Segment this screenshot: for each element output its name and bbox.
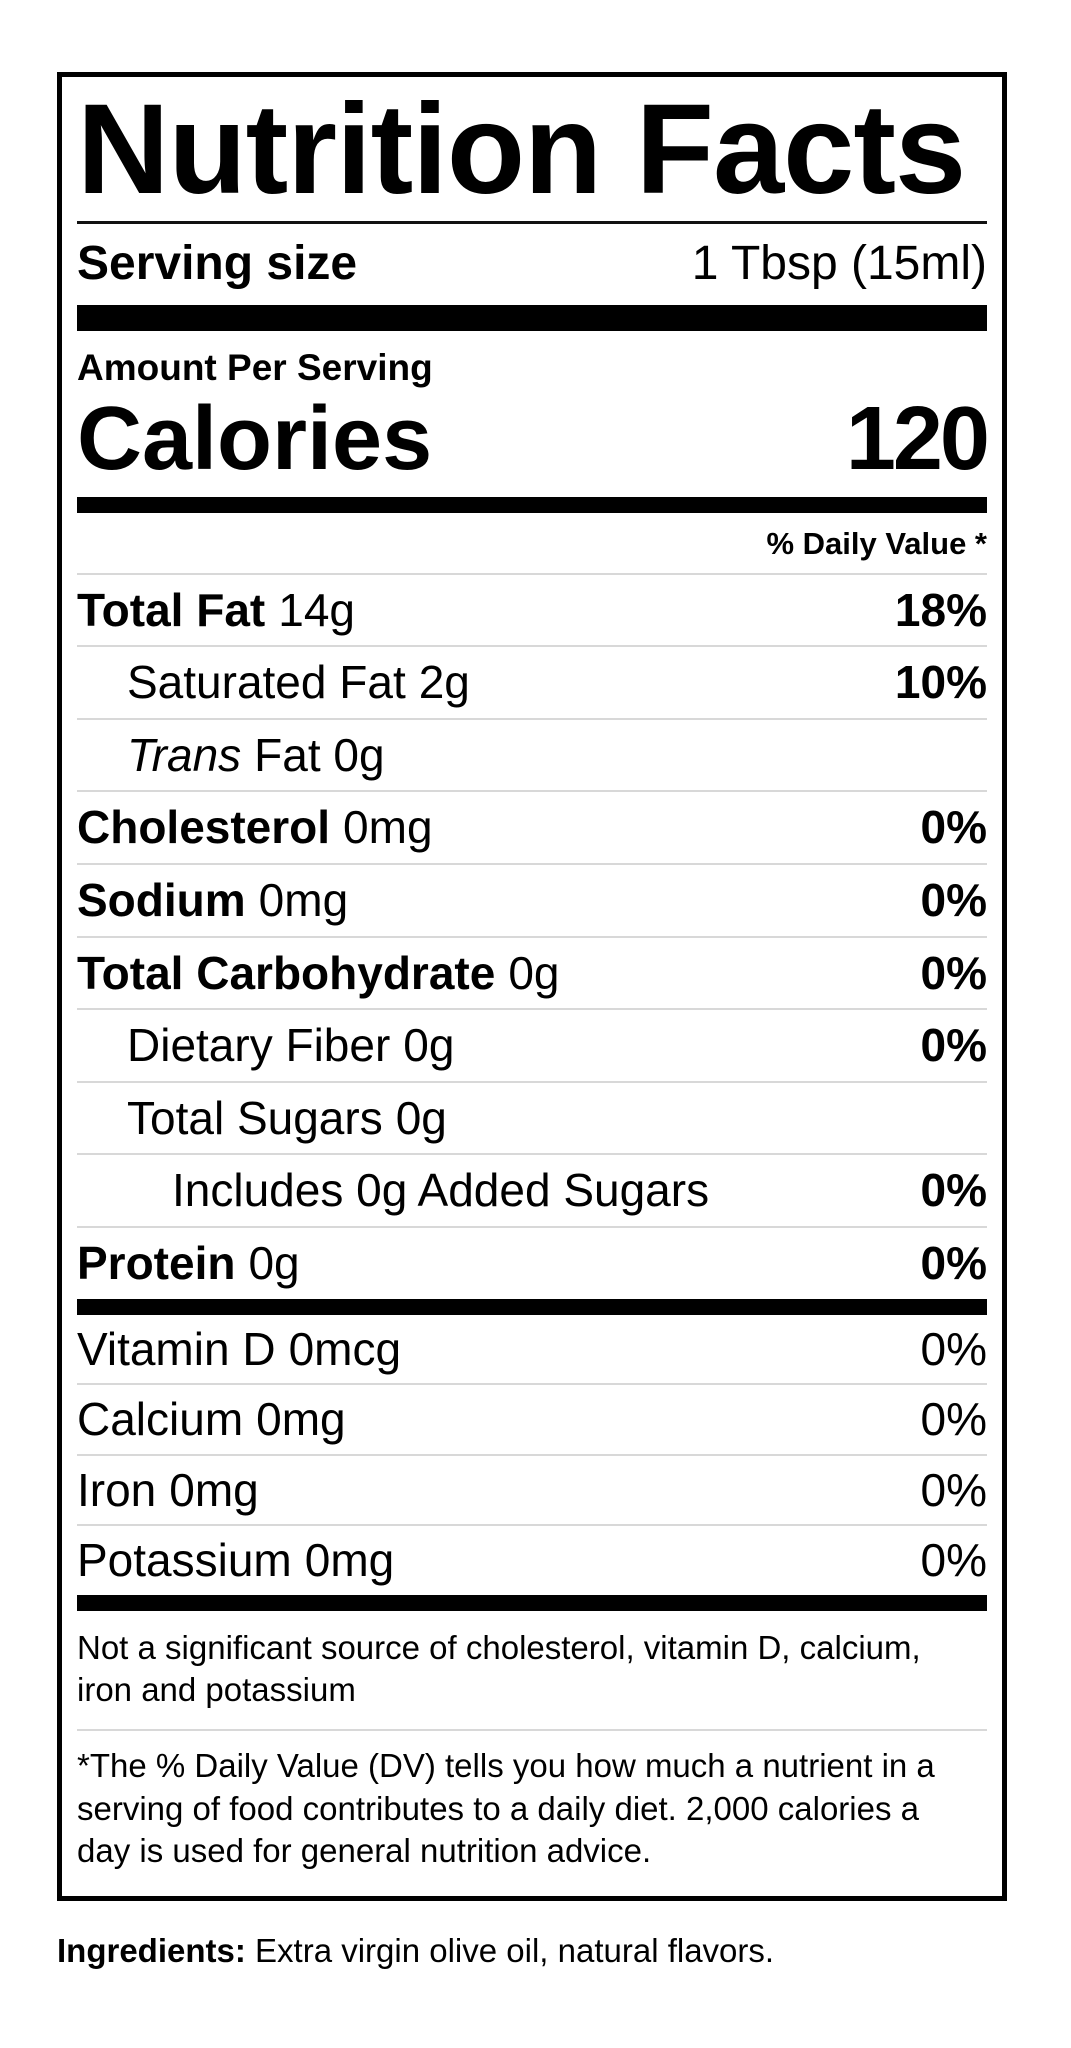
nutrient-row-total-fat: Total Fat 14g 18% [77, 575, 987, 648]
nutrient-cell: Trans Fat 0g [77, 728, 385, 781]
vitamin-cell: Iron 0mg [77, 1463, 259, 1516]
vitamin-name: Vitamin D [77, 1322, 276, 1375]
nutrient-amount: 0mg [258, 873, 349, 926]
nutrient-name: Total Fat [77, 583, 266, 636]
nutrient-amount: 0mg [343, 801, 433, 854]
nutrient-row-total-carbohydrate: Total Carbohydrate 0g 0% [77, 938, 987, 1011]
vitamin-amount: 0mg [304, 1534, 395, 1587]
nutrient-dv: 0% [920, 946, 987, 999]
vitamin-name: Potassium [77, 1534, 292, 1587]
nutrient-dv: 0% [920, 1164, 987, 1217]
nutrient-amount: 14g [278, 583, 355, 636]
nutrient-dv: 0% [920, 1019, 987, 1072]
separator-bar-bottom [77, 1594, 987, 1611]
nutrient-name: Dietary Fiber [127, 1019, 391, 1072]
vitamin-name: Calcium [77, 1393, 244, 1446]
separator-bar-calories [77, 496, 987, 513]
vitamin-row-potassium: Potassium 0mg 0% [77, 1526, 987, 1595]
nutrient-cell: Protein 0g [77, 1238, 300, 1289]
nutrient-cell: Cholesterol 0mg [77, 802, 433, 853]
nutrient-amount: 2g [418, 656, 470, 709]
nutrient-row-cholesterol: Cholesterol 0mg 0% [77, 792, 987, 865]
vitamin-amount: 0mg [256, 1393, 346, 1446]
title-rule [77, 221, 987, 225]
serving-size-value: 1 Tbsp (15ml) [691, 237, 987, 291]
nutrient-cell: Dietary Fiber 0g [77, 1020, 454, 1071]
nutrient-row-saturated-fat: Saturated Fat 2g 10% [77, 647, 987, 720]
nutrient-dv: 18% [894, 583, 987, 636]
note-line: Not a significant source of cholesterol,… [77, 1628, 921, 1666]
nutrient-cell: Total Sugars 0g [77, 1091, 447, 1144]
serving-size-label: Serving size [77, 237, 358, 291]
footnote-line: serving of food contributes to a daily d… [77, 1789, 919, 1827]
nutrient-amount: 0g [403, 1019, 455, 1072]
calories-value: 120 [845, 389, 990, 490]
vitamin-row-iron: Iron 0mg 0% [77, 1456, 987, 1527]
vitamin-dv: 0% [920, 1393, 987, 1446]
vitamin-dv: 0% [920, 1463, 987, 1516]
nutrient-cell: Saturated Fat 2g [77, 657, 470, 708]
vitamin-dv: 0% [920, 1322, 987, 1375]
vitamin-amount: 0mcg [288, 1322, 402, 1375]
separator-bar-vitamins [77, 1298, 987, 1315]
nutrient-cell: Includes 0g Added Sugars [77, 1165, 709, 1216]
nutrient-dv: 0% [920, 801, 987, 854]
vitamin-amount: 0mg [169, 1463, 259, 1516]
ingredients-line: Ingredients: Extra virgin olive oil, nat… [57, 1932, 1047, 1970]
separator-bar-top [77, 305, 987, 332]
nutrient-amount: 0g [508, 946, 560, 999]
vitamin-cell: Potassium 0mg [77, 1535, 394, 1586]
vitamin-cell: Vitamin D 0mcg [77, 1322, 402, 1375]
nutrient-dv: 0% [920, 873, 987, 926]
note-line: iron and potassium [77, 1671, 356, 1709]
nutrient-row-sodium: Sodium 0mg 0% [77, 865, 987, 938]
nutrient-name: Sodium [77, 873, 246, 926]
daily-value-header: % Daily Value * [77, 513, 987, 575]
calories-row: Calories 120 [77, 389, 990, 490]
daily-value-footnote: *The % Daily Value (DV) tells you how mu… [77, 1731, 987, 1882]
nutrient-cell: Total Carbohydrate 0g [77, 946, 560, 999]
vitamin-dv: 0% [920, 1534, 987, 1587]
nutrient-amount: Fat 0g [254, 728, 385, 781]
nutrient-row-protein: Protein 0g 0% [77, 1228, 987, 1299]
nutrient-name: Includes 0g Added Sugars [172, 1164, 710, 1217]
nutrient-row-dietary-fiber: Dietary Fiber 0g 0% [77, 1010, 987, 1083]
nutrient-name: Total Sugars [127, 1091, 383, 1144]
label-title: Nutrition Facts [77, 78, 966, 221]
nutrient-name: Total Carbohydrate [77, 946, 496, 999]
nutrient-amount: 0g [248, 1236, 300, 1289]
nutrient-cell: Total Fat 14g [77, 583, 355, 636]
nutrient-row-trans-fat: Trans Fat 0g [77, 720, 987, 793]
nutrient-name: Saturated Fat [127, 656, 406, 709]
serving-size-row: Serving size 1 Tbsp (15ml) [77, 224, 987, 305]
vitamin-row-vitamin-d: Vitamin D 0mcg 0% [77, 1315, 987, 1386]
insignificant-source-note: Not a significant source of cholesterol,… [77, 1611, 987, 1732]
nutrient-name: Trans [127, 728, 242, 781]
ingredients-value: Extra virgin olive oil, natural flavors. [245, 1932, 775, 1969]
nutrient-row-total-sugars: Total Sugars 0g [77, 1083, 987, 1156]
nutrition-facts-label: Nutrition Facts Serving size 1 Tbsp (15m… [57, 72, 1007, 1902]
nutrient-dv: 10% [894, 656, 987, 709]
footnote-line: day is used for general nutrition advice… [77, 1831, 652, 1869]
calories-label: Calories [77, 389, 433, 490]
footnote-line: *The % Daily Value (DV) tells you how mu… [77, 1747, 935, 1785]
nutrient-dv: 0% [920, 1236, 987, 1289]
vitamin-row-calcium: Calcium 0mg 0% [77, 1385, 987, 1456]
vitamin-cell: Calcium 0mg [77, 1394, 346, 1445]
nutrient-row-added-sugars: Includes 0g Added Sugars 0% [77, 1155, 987, 1228]
nutrient-cell: Sodium 0mg [77, 875, 348, 926]
nutrient-name: Cholesterol [77, 801, 331, 854]
nutrient-amount: 0g [395, 1091, 447, 1144]
ingredients-label: Ingredients: [57, 1932, 246, 1969]
vitamin-name: Iron [77, 1463, 157, 1516]
amount-per-serving-label: Amount Per Serving [77, 347, 433, 389]
nutrient-name: Protein [77, 1236, 236, 1289]
